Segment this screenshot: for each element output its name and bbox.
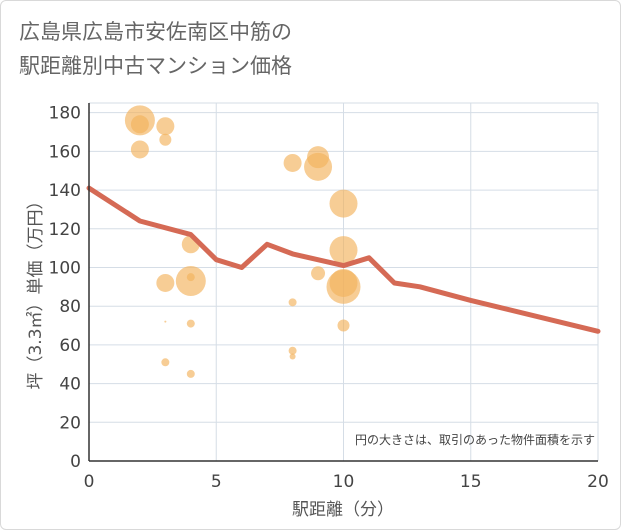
- chart-title: 広島県広島市安佐南区中筋の 駅距離別中古マンション価格: [19, 15, 539, 83]
- bubble-point: [164, 320, 167, 323]
- bubble-point: [159, 133, 172, 146]
- y-tick-label: 180: [49, 104, 81, 124]
- trend-line: [86, 185, 601, 334]
- bubble-point: [329, 189, 358, 218]
- x-tick-label: 15: [460, 472, 482, 492]
- x-tick-label: 10: [333, 472, 355, 492]
- bubble-point: [337, 319, 350, 332]
- y-tick-label: 80: [59, 297, 81, 317]
- bubble-point: [304, 152, 333, 181]
- chart-title-line-2: 駅距離別中古マンション価格: [19, 54, 292, 78]
- bubble-point: [175, 266, 206, 297]
- bubble-point: [326, 269, 361, 304]
- bubble-point: [311, 266, 326, 281]
- x-tick-label: 0: [84, 472, 95, 492]
- bubble-point: [130, 115, 149, 134]
- bubble-point: [289, 353, 296, 360]
- y-tick-label: 100: [49, 258, 81, 278]
- axes: [88, 103, 598, 462]
- y-tick-label: 160: [49, 142, 81, 162]
- bubble-point: [156, 273, 175, 292]
- bubble-point: [329, 236, 358, 265]
- bubble-size-note: 円の大きさは、取引のあった物件面積を示す: [355, 432, 595, 447]
- tick-labels: 0 20 40 60 80 100 120 140 160 180 0 5 10 15 20: [49, 104, 609, 492]
- bubble-point: [161, 358, 170, 367]
- y-axis-title: 坪（3.3㎡）単価（万円）: [26, 192, 46, 389]
- y-tick-label: 60: [59, 336, 81, 356]
- x-tick-label: 20: [587, 472, 609, 492]
- bubble-point: [288, 298, 297, 307]
- y-tick-label: 40: [59, 375, 81, 395]
- bubble-point: [283, 153, 302, 172]
- bubble-point: [288, 346, 297, 355]
- chart-title-line-1: 広島県広島市安佐南区中筋の: [19, 20, 292, 44]
- x-tick-label: 5: [211, 472, 222, 492]
- bubble-point: [156, 117, 175, 136]
- y-tick-label: 140: [49, 181, 81, 201]
- y-tick-label: 120: [49, 220, 81, 240]
- bubble-series: [124, 105, 361, 378]
- bubble-point: [186, 319, 195, 328]
- y-tick-label: 0: [70, 452, 81, 472]
- y-tick-label: 20: [59, 413, 81, 433]
- bubble-point: [130, 140, 149, 159]
- bubble-point: [186, 369, 195, 378]
- x-axis-title: 駅距離（分）: [292, 500, 394, 520]
